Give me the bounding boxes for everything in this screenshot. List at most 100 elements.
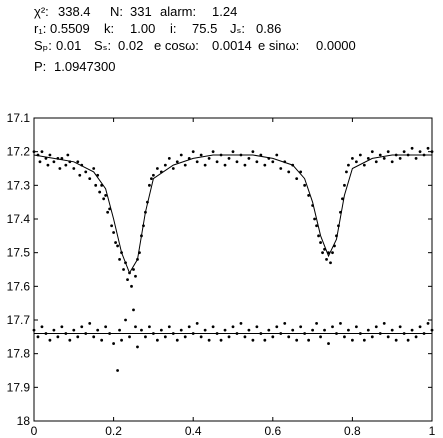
light-curve-point	[142, 224, 145, 228]
n-label: N:	[110, 4, 123, 19]
light-curve-point	[287, 170, 291, 174]
light-curve-point	[56, 157, 60, 160]
light-curve-point	[343, 183, 346, 187]
residual-point	[120, 338, 123, 342]
x-tick-label: 0.8	[344, 424, 361, 438]
residual-point	[287, 335, 291, 339]
residual-point	[351, 338, 354, 342]
light-curve-point	[251, 150, 255, 154]
light-curve-point	[211, 150, 215, 154]
residual-point	[187, 325, 191, 329]
light-curve-point	[152, 173, 155, 177]
residual-point	[374, 325, 378, 329]
ss-value: 0.02	[118, 38, 144, 53]
i-label: i:	[170, 21, 177, 36]
residual-point	[267, 328, 271, 332]
light-curve-point	[207, 157, 211, 160]
light-curve-point	[114, 241, 117, 244]
residual-point	[263, 338, 267, 342]
light-curve-point	[390, 160, 394, 164]
residual-point	[311, 328, 314, 332]
residual-point	[155, 338, 159, 342]
y-tick-label: 17.7	[7, 313, 31, 327]
residual-point	[343, 335, 346, 339]
light-curve-point	[120, 251, 123, 255]
residual-point	[76, 335, 80, 339]
light-curve-point	[263, 163, 267, 167]
residual-point	[390, 328, 394, 332]
residual-point	[118, 328, 121, 332]
light-curve-point	[329, 261, 332, 265]
light-curve-point	[235, 160, 239, 164]
light-curve-point	[410, 146, 414, 150]
light-curve-point	[116, 244, 119, 248]
residual-point	[402, 332, 406, 335]
light-curve-point	[362, 163, 366, 167]
residual-point	[315, 321, 318, 325]
residual-point	[243, 335, 247, 339]
light-curve-point	[52, 160, 56, 164]
residual-point	[370, 335, 374, 339]
light-curve-point	[80, 163, 84, 167]
residual-point	[354, 325, 358, 329]
light-curve-point	[66, 153, 70, 157]
light-curve-point	[136, 258, 139, 261]
residual-point	[279, 332, 283, 335]
light-curve-point	[155, 167, 159, 170]
residual-point	[199, 335, 203, 339]
light-curve-point	[124, 261, 127, 265]
y-tick-label: 17.3	[7, 178, 31, 192]
residual-point	[430, 328, 434, 332]
residual-point	[231, 325, 235, 329]
sp-label: Sₚ:	[34, 38, 52, 53]
light-curve-point	[247, 157, 251, 160]
residual-point	[134, 325, 137, 329]
light-curve-point	[130, 284, 133, 288]
light-curve-point	[327, 251, 330, 255]
light-curve-point	[271, 160, 275, 164]
light-curve-point	[275, 153, 279, 157]
light-curve-point	[122, 268, 125, 271]
js-value: 0.86	[256, 21, 282, 36]
light-curve-point	[64, 163, 68, 167]
light-curve-point	[76, 160, 80, 164]
residual-point	[239, 321, 243, 325]
residual-point	[80, 325, 84, 329]
light-curve-point	[148, 183, 151, 187]
light-curve-point	[351, 157, 354, 160]
residual-point	[259, 332, 263, 335]
alarm-value: 1.24	[212, 4, 238, 19]
light-curve-point	[402, 150, 406, 154]
residual-point	[183, 335, 187, 339]
light-curve-point	[199, 153, 203, 157]
residual-point	[247, 328, 251, 332]
light-curve-point	[132, 268, 135, 271]
residual-point	[418, 325, 422, 329]
residual-point	[60, 325, 64, 329]
residual-point	[159, 328, 163, 332]
p-label: P:	[34, 59, 47, 74]
ecosw-label: e cosω:	[154, 38, 199, 53]
residual-point	[275, 325, 279, 329]
light-curve-point	[106, 210, 110, 214]
light-curve-point	[171, 167, 175, 170]
residual-point	[112, 342, 115, 345]
residual-point	[148, 325, 151, 329]
residual-point	[283, 321, 287, 325]
light-curve-point	[128, 271, 131, 275]
residual-point	[207, 338, 211, 342]
light-curve-point	[325, 258, 328, 261]
light-curve-point	[48, 153, 52, 157]
residual-point	[64, 332, 68, 335]
light-curve-point	[163, 163, 167, 167]
residual-point	[422, 332, 426, 335]
residual-point	[386, 335, 390, 339]
light-curve-point	[430, 150, 434, 154]
light-curve-point	[146, 200, 149, 204]
light-curve-point	[32, 150, 36, 154]
light-curve-point	[426, 146, 430, 150]
residual-point	[144, 335, 147, 339]
residual-point	[299, 325, 303, 329]
residual-point	[100, 338, 104, 342]
light-curve-point	[144, 210, 147, 214]
